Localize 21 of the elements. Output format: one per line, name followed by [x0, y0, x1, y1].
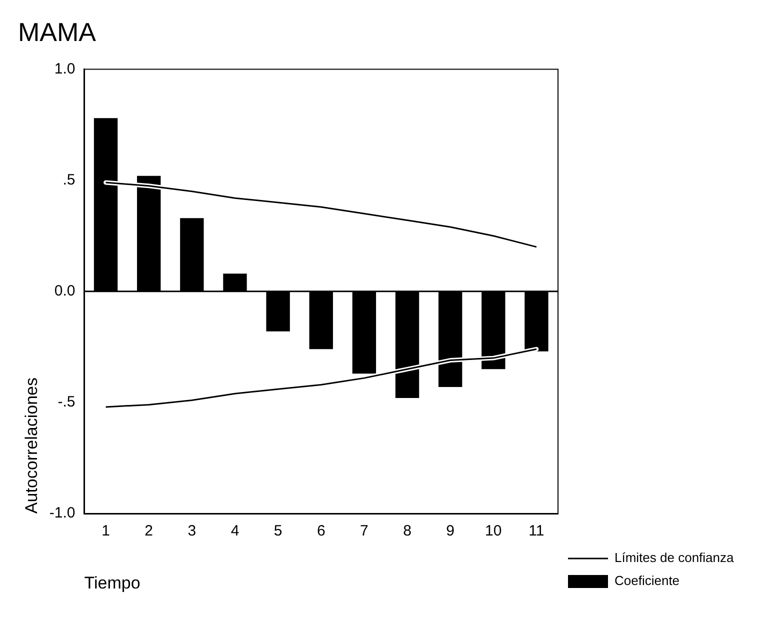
x-tick-label: 11 — [528, 522, 544, 540]
x-tick-label: 6 — [316, 522, 326, 540]
x-tick-label: 1 — [102, 522, 110, 540]
x-tick-label: 7 — [360, 522, 368, 540]
x-tick-label: 10 — [485, 522, 502, 540]
y-axis-title: Autocorrelaciones — [22, 378, 41, 514]
x-tick-label: 8 — [403, 522, 412, 540]
x-tick-label: 9 — [446, 522, 454, 540]
y-tick-label: -1.0 — [49, 504, 76, 522]
x-tick-label: 5 — [274, 522, 282, 540]
x-tick-label: 4 — [230, 522, 240, 540]
legend-label: Límites de confianza — [614, 550, 735, 566]
x-axis-title: Tiempo — [84, 573, 140, 592]
legend-label: Coeficiente — [614, 573, 680, 588]
x-tick-label: 3 — [188, 522, 196, 540]
chart-title: MAMA — [18, 16, 97, 47]
y-tick-label: .5 — [62, 171, 76, 188]
y-tick-label: 1.0 — [54, 60, 76, 78]
y-tick-label: 0.0 — [54, 282, 76, 300]
x-tick-label: 2 — [144, 522, 154, 540]
y-tick-label: -.5 — [58, 394, 76, 411]
